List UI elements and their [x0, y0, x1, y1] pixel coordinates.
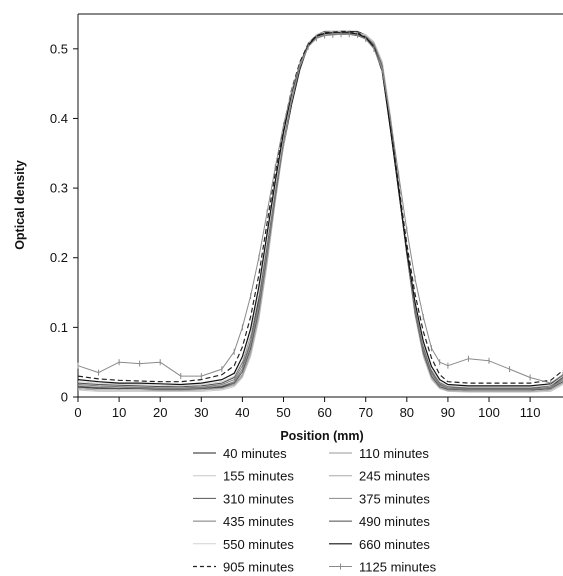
y-tick-label: 0.1 [50, 320, 68, 335]
x-tick-label: 60 [317, 405, 331, 420]
series-line-11 [77, 30, 563, 384]
series-line-4 [77, 31, 563, 392]
x-tick-label: 90 [441, 405, 455, 420]
legend-label-9: 550 minutes [223, 537, 294, 552]
x-tick-label: 10 [112, 405, 126, 420]
x-tick-label: 20 [153, 405, 167, 420]
x-tick-label: 70 [358, 405, 372, 420]
series-line-12 [77, 33, 563, 384]
legend-label-5: 310 minutes [223, 491, 294, 506]
y-tick-label: 0.4 [50, 111, 68, 126]
y-axis-title: Optical density [13, 160, 27, 250]
series-line-1 [77, 30, 563, 391]
legend-label-6: 375 minutes [359, 491, 430, 506]
legend-label-2: 110 minutes [359, 446, 429, 461]
legend-label-3: 155 minutes [223, 469, 294, 484]
axes [77, 13, 563, 398]
y-tick-label: 0.5 [50, 41, 68, 56]
x-tick-label: 80 [400, 405, 414, 420]
series-line-7 [77, 33, 563, 390]
y-tick-label: 0 [61, 390, 68, 405]
series-line-5 [77, 32, 563, 391]
legend: 40 minutes 110 minutes 155 minutes 245 minu… [193, 446, 437, 575]
series-line-2 [77, 30, 563, 392]
y-tick-label: 0.3 [50, 181, 68, 196]
legend-label-1: 40 minutes [223, 446, 287, 461]
x-tick-label: 40 [235, 405, 249, 420]
legend-label-7: 435 minutes [223, 514, 294, 529]
legend-label-11: 905 minutes [223, 560, 294, 575]
series-lines [77, 30, 563, 393]
legend-label-10: 660 minutes [359, 537, 430, 552]
series-line-8 [77, 33, 563, 389]
legend-label-8: 490 minutes [359, 514, 430, 529]
y-tick-label: 0.2 [50, 250, 68, 265]
x-axis-title: Position (mm) [280, 429, 363, 443]
x-tick-label: 50 [276, 405, 290, 420]
tick-marks: 0 10 20 30 40 50 60 70 80 90 100 110 0 0.1 0.2 0.3 0.4 0.… [50, 41, 541, 420]
legend-label-4: 245 minutes [359, 469, 430, 484]
x-tick-label: 100 [478, 405, 500, 420]
x-tick-label: 30 [194, 405, 208, 420]
series-line-10 [77, 32, 563, 387]
series-line-3 [77, 30, 563, 393]
series-line-9 [77, 33, 563, 388]
x-tick-label: 0 [74, 405, 81, 420]
x-tick-label: 110 [520, 405, 541, 420]
legend-label-12: 1125 minutes [359, 560, 437, 575]
series-line-6 [77, 33, 563, 390]
